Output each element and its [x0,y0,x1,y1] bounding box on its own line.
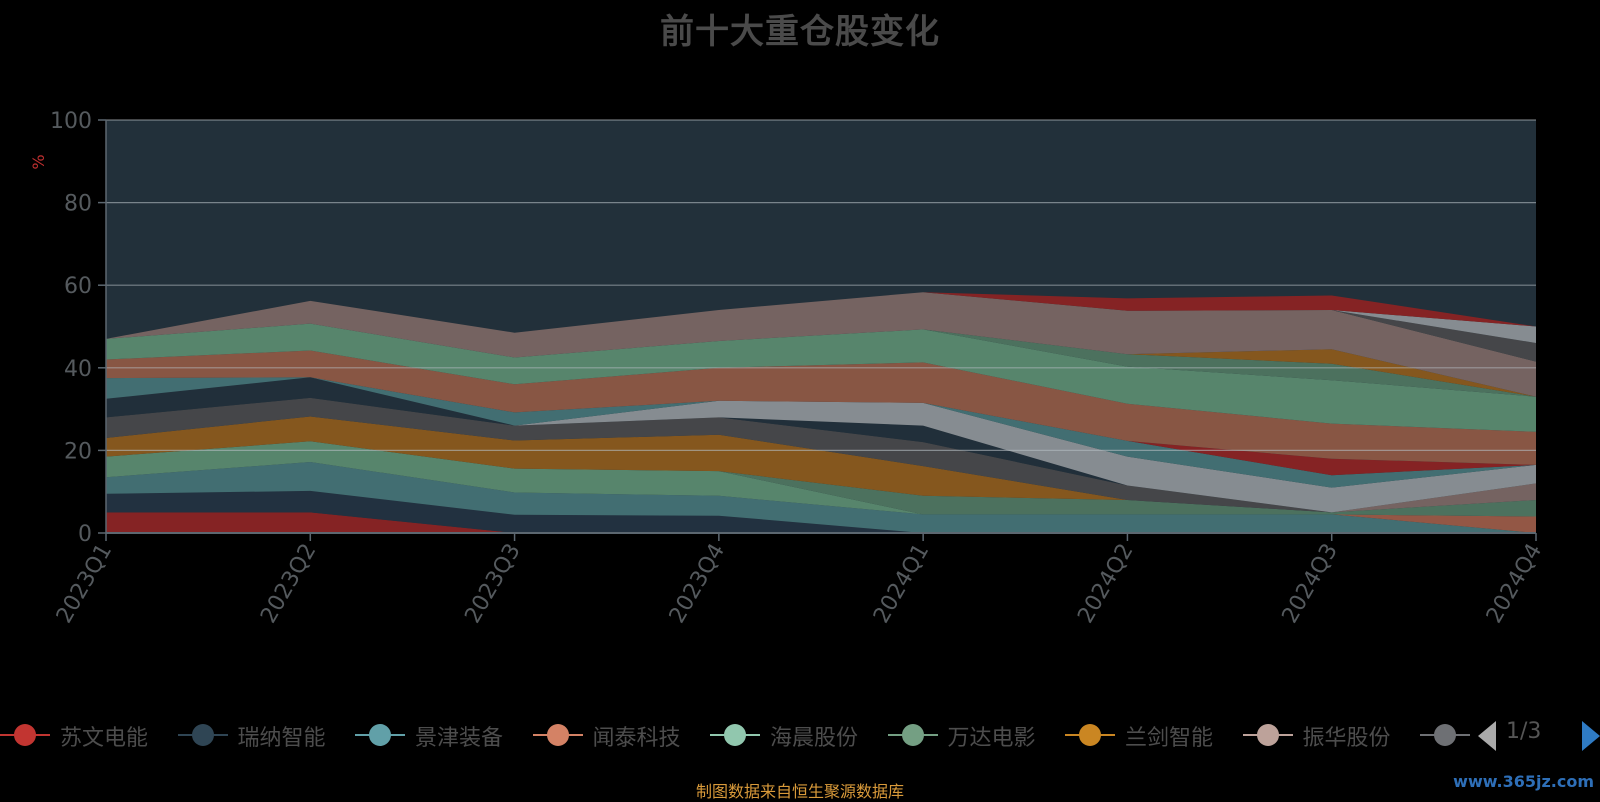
y-tick-label-100: 100 [50,109,92,134]
area-series-17[interactable] [106,292,1536,397]
legend: 苏文电能瑞纳智能景津装备闻泰科技海晨股份万达电影兰剑智能振华股份上海港湾 [0,718,1474,752]
watermark: www.365jz.com [1453,772,1594,791]
legend-circle-icon [14,724,36,746]
legend-label: 瑞纳智能 [237,726,326,751]
area-series-12[interactable] [106,377,1536,476]
x-axis: 2023Q1 2023Q2 2023Q3 2023Q4 2024Q1 2024Q2 2024… [52,532,1547,628]
x-tick-label-2024Q2: 2024Q2 [1073,540,1138,628]
legend-page-indicator: 1/3 [1506,719,1542,744]
y-axis: 0 20 40 60 80 100 [50,109,107,547]
x-tick-label-2023Q2: 2023Q2 [256,540,321,628]
area-series-13[interactable] [106,350,1536,465]
y-tick-label-60: 60 [64,274,92,299]
legend-label: 振华股份 [1302,726,1391,751]
legend-circle-icon [724,724,746,746]
legend-label: 兰剑智能 [1125,726,1214,751]
legend-label: 闻泰科技 [592,726,681,751]
y-axis-unit-label: % [29,154,48,169]
area-series-8[interactable] [106,397,1536,513]
legend-label: 海晨股份 [770,726,859,751]
x-tick-label-2023Q3: 2023Q3 [460,540,525,628]
y-tick-label-0: 0 [78,522,92,547]
legend-circle-icon [1434,724,1456,746]
area-series-14[interactable] [106,323,1536,432]
x-tick-label-2024Q3: 2024Q3 [1278,540,1343,628]
area-series-5[interactable] [106,441,1536,517]
legend-label: 景津装备 [415,726,504,751]
area-series-9[interactable] [106,377,1536,513]
chart-title: 前十大重仓股变化 [660,12,940,52]
footer-source-note: 制图数据来自恒生聚源数据库 [695,782,904,801]
legend-next-arrow-icon[interactable] [1582,721,1600,751]
legend-circle-icon [546,724,569,746]
legend-circle-icon [1079,724,1101,746]
area-series-0[interactable] [106,512,1536,533]
area-series-2[interactable] [106,462,1536,533]
legend-label: 苏文电能 [60,726,149,751]
y-tick-label-40: 40 [64,357,92,382]
x-tick-label-2023Q1: 2023Q1 [52,540,117,628]
area-series-10[interactable] [106,377,1536,513]
legend-label: 万达电影 [947,726,1036,751]
x-tick-label-2024Q4: 2024Q4 [1482,540,1547,628]
y-tick-label-20: 20 [64,439,92,464]
legend-circle-icon [901,724,924,746]
area-series-4[interactable] [106,441,1536,517]
legend-circle-icon [1256,724,1279,746]
area-series-20[interactable] [106,292,1536,339]
legend-prev-arrow-icon[interactable] [1478,721,1496,751]
area-series-11[interactable] [106,377,1536,488]
area-series-1[interactable] [106,490,1536,533]
area-series-group [106,292,1536,533]
x-tick-label-2023Q4: 2023Q4 [665,540,730,628]
legend-pager: 1/3 [1478,718,1600,752]
legend-circle-icon [191,724,214,746]
y-tick-label-80: 80 [64,192,92,217]
x-tick-label-2024Q1: 2024Q1 [869,540,934,628]
area-series-6[interactable] [106,416,1536,513]
area-series-15[interactable] [106,323,1536,397]
legend-circle-icon [369,724,391,746]
